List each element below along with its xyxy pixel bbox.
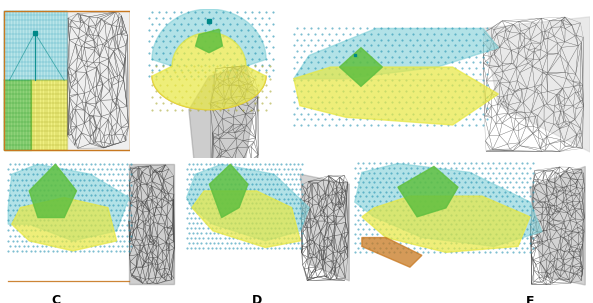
Polygon shape (300, 174, 349, 281)
Polygon shape (530, 166, 585, 285)
Polygon shape (4, 11, 66, 80)
Polygon shape (196, 29, 222, 53)
Polygon shape (209, 164, 248, 218)
Polygon shape (362, 238, 422, 267)
Text: B: B (479, 169, 488, 182)
Polygon shape (483, 17, 590, 152)
Polygon shape (294, 28, 498, 79)
Polygon shape (362, 196, 530, 252)
Polygon shape (31, 80, 66, 150)
Polygon shape (187, 164, 309, 241)
Polygon shape (8, 164, 129, 241)
Text: A: A (204, 200, 214, 213)
Polygon shape (29, 164, 76, 218)
Polygon shape (294, 67, 498, 125)
Polygon shape (12, 198, 117, 251)
Polygon shape (152, 33, 266, 110)
Text: D: D (251, 294, 262, 303)
Polygon shape (129, 164, 174, 284)
Polygon shape (398, 166, 458, 217)
Text: E: E (526, 295, 534, 303)
Polygon shape (355, 164, 542, 246)
Polygon shape (152, 9, 266, 66)
Text: C: C (51, 294, 60, 303)
Polygon shape (189, 66, 256, 194)
Polygon shape (340, 48, 382, 86)
Polygon shape (66, 11, 130, 150)
Polygon shape (192, 191, 300, 248)
Polygon shape (4, 80, 31, 150)
